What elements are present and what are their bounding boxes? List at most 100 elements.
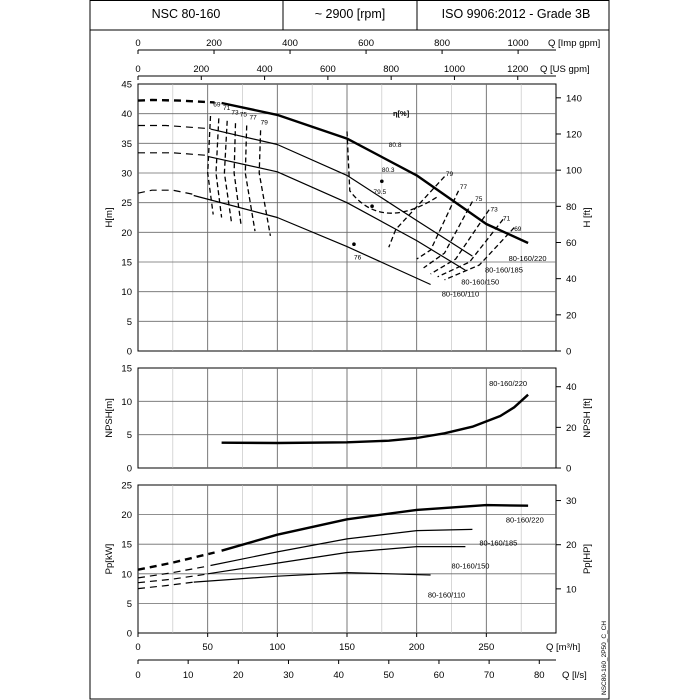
bep-marker <box>380 179 384 184</box>
ls-tick-label: 60 <box>434 670 445 681</box>
efficiency-isoline <box>215 118 223 218</box>
npsh-curve-label: 80-160/220 <box>489 379 527 388</box>
efficiency-isoline-right <box>416 190 460 260</box>
imp-gpm-tick-label: 0 <box>135 38 140 49</box>
head-y-axis-label: H[m] <box>104 207 115 227</box>
npsh-y-tick-label: 10 <box>121 397 132 408</box>
npsh-y2-tick-label: 0 <box>566 464 571 475</box>
npsh-series-80-160/220 <box>221 393 529 445</box>
power-y2-axis-label: Pp[HP] <box>582 544 593 574</box>
power-y-tick-label: 0 <box>127 629 132 640</box>
head-curve-label: 80-160/150 <box>461 278 499 287</box>
us-gpm-tick-label: 400 <box>257 64 273 75</box>
head-curve-label: 80-160/110 <box>442 289 479 298</box>
power-series-80-160/150 <box>207 546 466 575</box>
imp-gpm-tick-label: 1000 <box>508 38 529 49</box>
efficiency-contour-label: 71 <box>223 105 231 112</box>
power-y-tick-label: 20 <box>121 510 132 521</box>
head-series-80-160/150 <box>207 155 466 271</box>
footer-code: NSC80-160_2P50_C_CH <box>601 621 608 695</box>
imp-gpm-tick-label: 200 <box>206 38 222 49</box>
efficiency-isoline-right <box>430 209 490 275</box>
power-curve-label: 80-160/220 <box>506 515 544 524</box>
efficiency-contour-label: 73 <box>231 109 239 116</box>
efficiency-right-label: 69 <box>514 226 522 233</box>
head-y2-tick-label: 80 <box>566 202 577 213</box>
efficiency-isoline-right <box>423 201 473 269</box>
efficiency-label: η[%] <box>393 109 410 118</box>
efficiency-isoline-right <box>444 227 515 281</box>
ls-tick-label: 50 <box>384 670 395 681</box>
head-y-tick-label: 10 <box>121 287 132 298</box>
us-gpm-tick-label: 1000 <box>444 64 465 75</box>
head-y-tick-label: 0 <box>127 347 132 358</box>
m3h-tick-label: 0 <box>135 642 140 653</box>
head-y2-tick-label: 60 <box>566 238 577 249</box>
ls-tick-label: 20 <box>233 670 244 681</box>
head-curve-label: 80-160/220 <box>509 254 547 263</box>
efficiency-right-label: 71 <box>503 215 511 222</box>
npsh-y-tick-label: 15 <box>121 364 132 375</box>
efficiency-contour-label: 76 <box>354 255 362 262</box>
power-series-dashed-80-160/220 <box>137 551 215 571</box>
head-curve-label: 80-160/185 <box>485 266 523 275</box>
header-speed: ~ 2900 [rpm] <box>315 7 386 21</box>
npsh-y2-tick-label: 40 <box>566 382 577 393</box>
npsh-y-tick-label: 5 <box>127 430 132 441</box>
efficiency-contour-label: 77 <box>249 115 257 122</box>
efficiency-right-label: 75 <box>475 196 483 203</box>
power-curve-label: 80-160/185 <box>479 538 517 547</box>
efficiency-isoline <box>223 120 233 222</box>
imp-gpm-axis-label: Q [Imp gpm] <box>548 38 600 49</box>
us-gpm-tick-label: 1200 <box>507 64 528 75</box>
power-y-tick-label: 25 <box>121 481 132 492</box>
ls-tick-label: 0 <box>135 670 140 681</box>
efficiency-isoline <box>258 130 272 237</box>
header-model: NSC 80-160 <box>152 7 221 21</box>
header-standard: ISO 9906:2012 - Grade 3B <box>442 7 591 21</box>
ls-tick-label: 30 <box>283 670 294 681</box>
imp-gpm-tick-label: 400 <box>282 38 298 49</box>
efficiency-isoline <box>233 123 242 226</box>
power-y-axis-label: Pp[kW] <box>104 544 115 575</box>
us-gpm-axis-label: Q [US gpm] <box>540 64 590 75</box>
npsh-y2-axis-label: NPSH [ft] <box>582 398 593 438</box>
head-y2-tick-label: 20 <box>566 310 577 321</box>
chart-grids <box>138 84 556 633</box>
head-y2-tick-label: 100 <box>566 166 582 177</box>
efficiency-peak-contour <box>346 131 438 214</box>
chart-curves <box>137 98 529 590</box>
power-series-80-160/220 <box>221 503 529 552</box>
power-series-80-160/185 <box>210 528 473 567</box>
us-gpm-tick-label: 200 <box>193 64 209 75</box>
head-y-tick-label: 45 <box>121 80 132 91</box>
efficiency-contour-label: 79 <box>261 119 269 126</box>
efficiency-contour-label: 75 <box>240 112 248 119</box>
efficiency-right-label: 79 <box>446 171 454 178</box>
power-y2-tick-label: 30 <box>566 496 577 507</box>
head-series-dashed-80-160/185 <box>138 124 208 130</box>
head-series-dashed-80-160/220 <box>137 98 215 104</box>
power-y2-tick-label: 10 <box>566 584 577 595</box>
ls-tick-label: 10 <box>183 670 194 681</box>
ls-tick-label: 70 <box>484 670 495 681</box>
head-y-tick-label: 15 <box>121 258 132 269</box>
ls-axis-label: Q [l/s] <box>562 670 587 681</box>
head-y-tick-label: 5 <box>127 317 132 328</box>
efficiency-contour-label: 80.3 <box>382 167 395 174</box>
efficiency-isoline-right <box>437 218 504 278</box>
npsh-y2-tick-label: 20 <box>566 423 577 434</box>
npsh-y-axis-label: NPSH[m] <box>104 398 115 438</box>
efficiency-contour-label: 80.8 <box>389 142 402 149</box>
head-y-tick-label: 30 <box>121 169 132 180</box>
efficiency-contour-label: 79.5 <box>373 189 386 196</box>
m3h-tick-label: 250 <box>478 642 494 653</box>
head-y-tick-label: 20 <box>121 228 132 239</box>
head-y-tick-label: 25 <box>121 198 132 209</box>
bep-marker <box>352 242 356 246</box>
bep-marker <box>370 204 374 209</box>
outer-frame <box>89 0 610 700</box>
power-y2-tick-label: 20 <box>566 540 577 551</box>
m3h-tick-label: 50 <box>202 642 213 653</box>
